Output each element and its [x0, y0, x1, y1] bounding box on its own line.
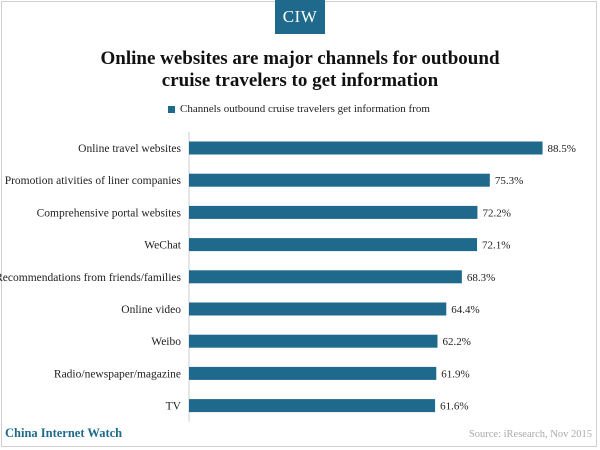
bar	[189, 205, 478, 219]
ciw-logo: CIW	[275, 0, 325, 34]
bar	[189, 302, 447, 316]
chart-title-line-2: cruise travelers to get information	[161, 70, 439, 91]
chart-title: Online websites are major channels for o…	[20, 48, 580, 92]
value-label: 62.2%	[442, 336, 470, 348]
bar	[189, 173, 490, 187]
category-label: Radio/newspaper/magazine	[54, 368, 181, 380]
chart-legend: Channels outbound cruise travelers get i…	[168, 103, 430, 115]
value-label: 61.9%	[441, 368, 469, 380]
category-label: Promotion ativities of liner companies	[5, 175, 182, 187]
value-label: 75.3%	[495, 175, 523, 187]
value-label: 68.3%	[467, 272, 495, 284]
bar	[189, 270, 462, 284]
legend-label: Channels outbound cruise travelers get i…	[180, 103, 430, 115]
bar	[189, 366, 437, 380]
brand-footer: China Internet Watch	[5, 426, 123, 440]
category-label: Recommendations from friends/families	[0, 272, 182, 284]
value-labels: 88.5% 75.3% 72.2% 72.1% 68.3% 64.4% 62.2% 61.9%…	[440, 143, 576, 413]
value-label: 64.4%	[451, 304, 479, 316]
category-labels: Online travel websites Promotion ativitie…	[0, 143, 182, 413]
category-label: Weibo	[151, 336, 181, 348]
bar	[189, 141, 543, 155]
category-label: TV	[166, 401, 182, 413]
value-label: 88.5%	[548, 143, 576, 155]
category-label: Comprehensive portal websites	[37, 207, 182, 219]
bar	[189, 399, 436, 413]
legend-swatch	[168, 105, 175, 113]
value-label: 72.1%	[482, 240, 510, 252]
category-label: WeChat	[144, 240, 182, 252]
logo-text: CIW	[282, 7, 318, 26]
category-label: Online video	[121, 304, 181, 316]
source-note: Source: iResearch, Nov 2015	[468, 429, 592, 440]
category-label: Online travel websites	[78, 143, 181, 155]
bar	[189, 238, 478, 252]
bars	[189, 141, 543, 413]
value-label: 61.6%	[440, 401, 468, 413]
bar	[189, 334, 438, 348]
chart-title-line-1: Online websites are major channels for o…	[100, 48, 500, 69]
value-label: 72.2%	[482, 207, 510, 219]
